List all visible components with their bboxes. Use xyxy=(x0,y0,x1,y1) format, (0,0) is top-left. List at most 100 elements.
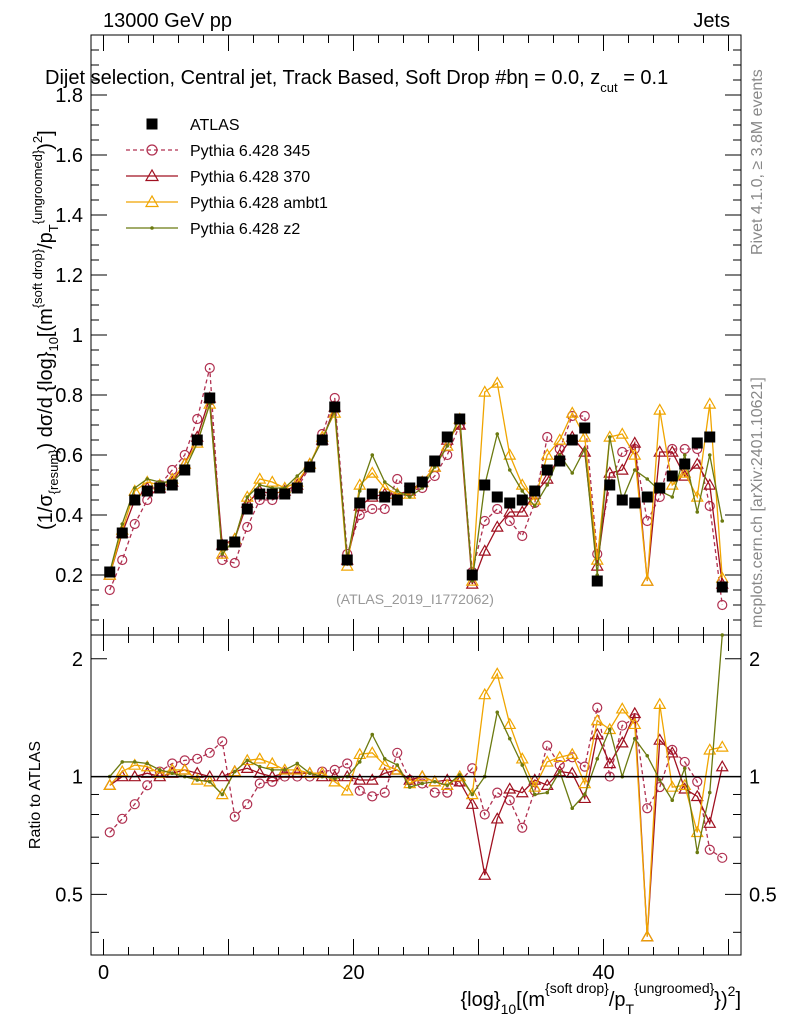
data-point-ratio-pythia-6-428-370 xyxy=(703,816,717,828)
data-point-ratio-pythia-6-428-ambt1 xyxy=(240,753,254,766)
data-point-ratio-pythia-6-428-345 xyxy=(329,764,340,775)
data-point-atlas xyxy=(254,488,266,500)
data-point-ratio-pythia-6-428-z2 xyxy=(195,778,200,782)
data-point-pythia-6-428-z2 xyxy=(695,510,700,514)
main-y-tick-label: 1.8 xyxy=(55,85,83,107)
data-point-ratio-pythia-6-428-ambt1 xyxy=(378,758,392,770)
data-point-pythia-6-428-z2 xyxy=(407,495,412,499)
data-point-ratio-pythia-6-428-345 xyxy=(429,787,440,798)
data-point-pythia-6-428-345 xyxy=(704,500,715,512)
data-point-atlas xyxy=(454,413,466,425)
data-point-atlas xyxy=(354,497,366,509)
data-point-pythia-6-428-z2 xyxy=(682,453,687,457)
series-line-pythia-6-428-370 xyxy=(109,397,723,585)
data-point-pythia-6-428-ambt1 xyxy=(528,493,542,505)
data-point-pythia-6-428-z2 xyxy=(507,468,512,472)
title-selection: Dijet selection, Central jet, Track Base… xyxy=(45,67,517,89)
data-point-pythia-6-428-345 xyxy=(579,410,590,422)
legend-label: Pythia 6.428 z2 xyxy=(190,221,300,238)
data-point-atlas xyxy=(654,482,666,494)
data-point-ratio-pythia-6-428-ambt1 xyxy=(653,697,667,710)
data-point-ratio-pythia-6-428-345 xyxy=(717,852,728,863)
data-point-ratio-pythia-6-428-z2 xyxy=(207,779,212,784)
ratio-series-pythia-6-428-z2 xyxy=(107,633,725,855)
data-point-ratio-pythia-6-428-z2 xyxy=(382,757,387,761)
data-point-ratio-pythia-6-428-ambt1 xyxy=(590,713,604,726)
data-point-atlas xyxy=(216,539,228,551)
data-point-ratio-pythia-6-428-ambt1 xyxy=(365,746,379,758)
data-point-ratio-pythia-6-428-370 xyxy=(515,785,529,798)
ylabel-part-10: ) xyxy=(35,143,57,150)
data-point-ratio-pythia-6-428-z2 xyxy=(145,761,150,766)
data-point-pythia-6-428-z2 xyxy=(395,489,400,493)
data-point-atlas xyxy=(304,461,316,473)
data-point-ratio-pythia-6-428-z2 xyxy=(132,760,137,764)
data-point-pythia-6-428-z2 xyxy=(545,483,550,487)
data-point-ratio-pythia-6-428-345 xyxy=(242,799,253,810)
data-point-ratio-pythia-6-428-z2 xyxy=(557,769,562,774)
data-point-ratio-pythia-6-428-345 xyxy=(617,720,628,731)
mcplots-label: mcplots.cern.ch [arXiv:2401.10621] xyxy=(749,377,766,628)
x-tick-label: 20 xyxy=(342,962,364,984)
data-point-ratio-pythia-6-428-345 xyxy=(217,736,228,747)
xlabel-part-10: ] xyxy=(735,989,741,1011)
data-point-ratio-pythia-6-428-ambt1 xyxy=(490,667,504,679)
data-point-ratio-pythia-6-428-370 xyxy=(290,766,304,778)
data-point-atlas xyxy=(641,491,653,503)
data-point-ratio-pythia-6-428-ambt1 xyxy=(115,764,129,777)
data-point-ratio-pythia-6-428-ambt1 xyxy=(290,763,304,775)
data-point-ratio-pythia-6-428-370 xyxy=(378,766,392,778)
data-point-ratio-pythia-6-428-z2 xyxy=(682,766,687,771)
data-point-pythia-6-428-370 xyxy=(628,436,642,448)
main-y-tick-label: 0.2 xyxy=(55,565,83,587)
data-point-pythia-6-428-z2 xyxy=(295,474,300,478)
data-point-atlas xyxy=(166,479,178,491)
data-point-ratio-pythia-6-428-z2 xyxy=(170,771,175,776)
data-point-pythia-6-428-345 xyxy=(392,473,403,485)
data-point-atlas xyxy=(529,485,541,497)
data-point-ratio-pythia-6-428-z2 xyxy=(457,773,462,777)
data-point-ratio-pythia-6-428-ambt1 xyxy=(153,766,167,778)
ylabel-part-6: {soft drop} xyxy=(30,248,45,308)
data-point-pythia-6-428-ambt1 xyxy=(565,406,579,418)
data-point-ratio-pythia-6-428-z2 xyxy=(270,768,275,772)
data-point-atlas xyxy=(541,464,553,476)
x-axis: 0 20 40 xyxy=(98,35,729,984)
data-point-atlas xyxy=(204,392,216,404)
data-point-ratio-pythia-6-428-z2 xyxy=(470,792,475,797)
series-pythia-6-428-370 xyxy=(103,391,729,589)
data-point-ratio-pythia-6-428-z2 xyxy=(632,736,637,741)
data-point-atlas xyxy=(116,527,128,539)
data-point-ratio-pythia-6-428-345 xyxy=(467,763,478,774)
series-pythia-6-428-ambt1 xyxy=(103,376,729,586)
data-point-ratio-pythia-6-428-345 xyxy=(117,813,128,824)
data-point-pythia-6-428-345 xyxy=(717,599,728,611)
data-point-atlas xyxy=(104,566,116,578)
xlabel-part-6: T xyxy=(626,1001,635,1017)
ratio-line-pythia-6-428-345 xyxy=(109,707,723,859)
data-point-ratio-pythia-6-428-370 xyxy=(353,773,367,785)
data-point-pythia-6-428-345 xyxy=(492,503,503,515)
data-point-pythia-6-428-370 xyxy=(503,505,517,517)
main-y-tick-label: 1 xyxy=(72,325,83,347)
xlabel-part-1: {log} xyxy=(461,989,501,1011)
data-point-ratio-pythia-6-428-z2 xyxy=(395,763,400,767)
data-point-pythia-6-428-370 xyxy=(703,478,717,490)
data-point-pythia-6-428-370 xyxy=(478,544,492,556)
data-point-atlas xyxy=(554,455,566,467)
data-point-ratio-pythia-6-428-370 xyxy=(490,812,504,824)
plot-title: Dijet selection, Central jet, Track Base… xyxy=(45,67,668,95)
main-y-tick-label: 0.4 xyxy=(55,505,83,527)
data-point-atlas xyxy=(229,536,241,548)
data-point-ratio-pythia-6-428-370 xyxy=(503,782,517,794)
x-tick-label: 40 xyxy=(592,962,614,984)
data-point-ratio-pythia-6-428-ambt1 xyxy=(465,787,479,800)
data-point-pythia-6-428-370 xyxy=(578,445,592,457)
main-y-tick-label: 1.6 xyxy=(55,145,83,167)
data-point-ratio-pythia-6-428-370 xyxy=(653,733,667,745)
data-point-ratio-pythia-6-428-370 xyxy=(665,746,679,758)
data-point-atlas xyxy=(516,494,528,506)
data-point-ratio-pythia-6-428-z2 xyxy=(220,792,225,797)
data-point-ratio-pythia-6-428-345 xyxy=(142,780,153,791)
ylabel-part-3: ) dσ/d {log} xyxy=(35,351,57,449)
